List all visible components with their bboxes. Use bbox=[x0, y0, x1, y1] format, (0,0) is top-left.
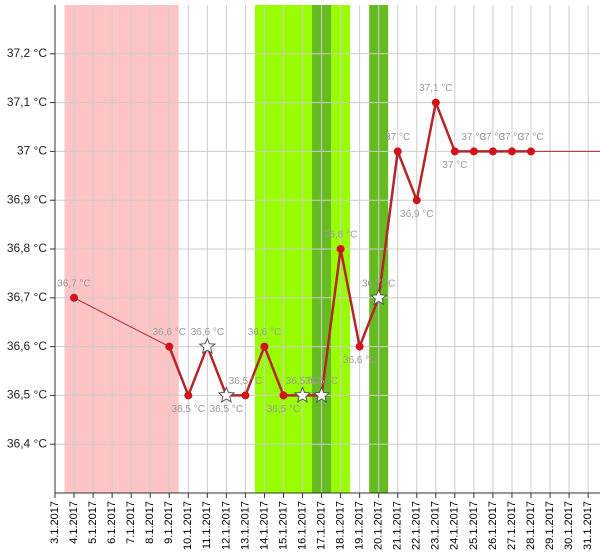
x-tick-label: 31.1.2017 bbox=[582, 501, 594, 550]
y-tick-label: 37,2 °C bbox=[7, 46, 47, 60]
x-tick-label: 21.1.2017 bbox=[392, 501, 404, 550]
y-tick-label: 37 °C bbox=[17, 144, 47, 158]
value-label: 36,5 °C bbox=[172, 404, 205, 415]
x-tick-label: 25.1.2017 bbox=[468, 501, 480, 550]
x-tick-label: 16.1.2017 bbox=[296, 501, 308, 550]
point bbox=[165, 342, 174, 351]
point bbox=[393, 147, 402, 156]
x-tick-label: 14.1.2017 bbox=[258, 501, 270, 550]
value-label: 36,6 °C bbox=[248, 327, 281, 338]
y-tick-label: 37,1 °C bbox=[7, 95, 47, 109]
x-tick-label: 28.1.2017 bbox=[525, 501, 537, 550]
value-label: 37 °C bbox=[480, 132, 505, 143]
x-tick-label: 5.1.2017 bbox=[87, 501, 99, 544]
x-tick-label: 10.1.2017 bbox=[182, 501, 194, 550]
x-tick-label: 9.1.2017 bbox=[163, 501, 175, 544]
value-label: 36,7 °C bbox=[57, 278, 90, 289]
x-tick-label: 12.1.2017 bbox=[220, 501, 232, 550]
point bbox=[355, 342, 364, 351]
value-label: 36,5 °C bbox=[305, 376, 338, 387]
x-tick-label: 3.1.2017 bbox=[49, 501, 61, 544]
y-tick-label: 36,7 °C bbox=[7, 290, 47, 304]
gap-connector bbox=[73, 297, 170, 348]
x-tick-label: 29.1.2017 bbox=[544, 501, 556, 550]
x-tick-label: 27.1.2017 bbox=[506, 501, 518, 550]
value-label: 37 °C bbox=[442, 160, 467, 171]
value-label: 37,1 °C bbox=[419, 83, 452, 94]
value-label: 36,6 °C bbox=[191, 327, 224, 338]
x-tick-label: 4.1.2017 bbox=[68, 501, 80, 544]
value-label: 36,9 °C bbox=[400, 209, 433, 220]
star-marker bbox=[369, 288, 388, 306]
point bbox=[70, 293, 79, 302]
point bbox=[450, 147, 459, 156]
value-label: 37 °C bbox=[499, 132, 524, 143]
value-label: 36,5 °C bbox=[286, 376, 319, 387]
x-tick-label: 17.1.2017 bbox=[315, 501, 327, 550]
value-label: 36,5 °C bbox=[210, 404, 243, 415]
x-tick-label: 19.1.2017 bbox=[354, 501, 366, 550]
point bbox=[336, 245, 345, 253]
y-tick-label: 36,8 °C bbox=[7, 241, 47, 255]
x-tick-label: 26.1.2017 bbox=[487, 501, 499, 550]
point bbox=[469, 147, 478, 156]
y-tick-label: 36,9 °C bbox=[7, 192, 47, 206]
point bbox=[260, 342, 269, 351]
x-tick-label: 15.1.2017 bbox=[277, 501, 289, 550]
point bbox=[241, 391, 250, 400]
point bbox=[488, 147, 497, 156]
value-label: 36,6 °C bbox=[343, 355, 376, 366]
x-tick-label: 18.1.2017 bbox=[335, 501, 347, 550]
point bbox=[279, 391, 288, 400]
value-label: 37 °C bbox=[461, 132, 486, 143]
star-marker bbox=[198, 337, 217, 355]
value-label: 36,5 °C bbox=[229, 376, 262, 387]
y-tick-label: 36,4 °C bbox=[7, 436, 47, 450]
x-tick-label: 20.1.2017 bbox=[373, 501, 385, 550]
x-tick-label: 8.1.2017 bbox=[144, 501, 156, 544]
star-marker bbox=[293, 386, 312, 403]
x-tick-label: 11.1.2017 bbox=[201, 501, 213, 549]
point bbox=[184, 391, 193, 400]
y-tick-label: 36,5 °C bbox=[7, 388, 47, 402]
value-label: 37 °C bbox=[385, 132, 410, 143]
star-marker bbox=[312, 386, 331, 403]
x-tick-label: 6.1.2017 bbox=[106, 501, 118, 544]
point bbox=[527, 147, 535, 156]
point bbox=[431, 98, 440, 107]
value-label: 36,6 °C bbox=[153, 327, 186, 338]
x-tick-label: 22.1.2017 bbox=[411, 501, 423, 550]
x-tick-label: 23.1.2017 bbox=[430, 501, 442, 550]
point bbox=[507, 147, 516, 156]
star-marker bbox=[217, 386, 236, 403]
value-label: 36,8 °C bbox=[324, 230, 357, 241]
x-tick-label: 24.1.2017 bbox=[449, 501, 461, 550]
x-tick-label: 13.1.2017 bbox=[239, 501, 251, 550]
y-tick-label: 36,6 °C bbox=[7, 339, 47, 353]
x-tick-label: 30.1.2017 bbox=[563, 501, 575, 550]
x-tick-label: 7.1.2017 bbox=[125, 501, 137, 544]
point bbox=[412, 196, 421, 205]
value-label: 37 °C bbox=[518, 132, 543, 143]
value-label: 36,5 °C bbox=[267, 404, 300, 415]
value-label: 36,7 °C bbox=[362, 278, 395, 289]
